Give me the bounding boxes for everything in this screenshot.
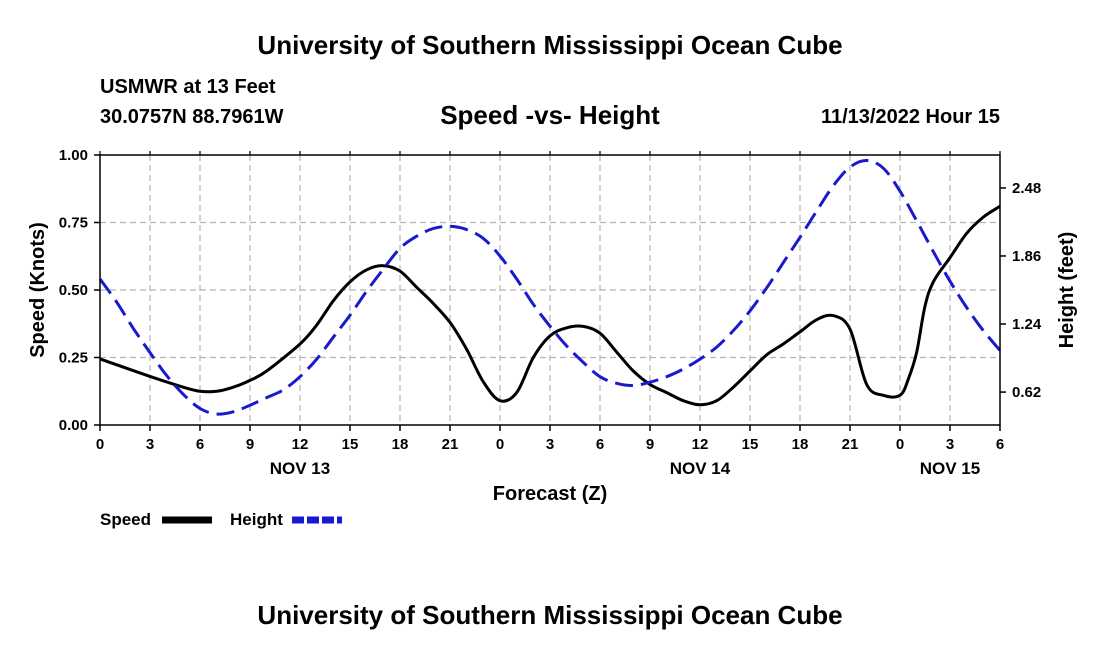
x-tick-label: 18 xyxy=(392,436,409,453)
x-tick-label: 21 xyxy=(442,436,459,453)
x-tick-label: 12 xyxy=(692,436,709,453)
date-label: NOV 13 xyxy=(270,459,330,478)
x-tick-label: 15 xyxy=(742,436,759,453)
x-tick-label: 0 xyxy=(96,436,104,453)
x-tick-label: 15 xyxy=(342,436,359,453)
x-tick-label: 9 xyxy=(246,436,254,453)
legend: Speed Height xyxy=(100,510,342,529)
y-tick-label: 0.50 xyxy=(59,282,88,299)
x-tick-label: 18 xyxy=(792,436,809,453)
station-name: USMWR at 13 Feet xyxy=(100,76,276,98)
x-axis-label: Forecast (Z) xyxy=(493,483,607,505)
speed-series-line xyxy=(99,205,1001,407)
y2-tick-label: 2.48 xyxy=(1012,180,1041,197)
date-label: NOV 14 xyxy=(670,459,731,478)
x-tick-label: 21 xyxy=(842,436,859,453)
chart-title: Speed -vs- Height xyxy=(440,100,660,130)
station-coordinates: 30.0757N 88.7961W xyxy=(100,106,284,128)
x-tick-label: 6 xyxy=(996,436,1004,453)
x-tick-label: 0 xyxy=(896,436,904,453)
date-label: NOV 15 xyxy=(920,459,980,478)
x-tick-label: 9 xyxy=(646,436,654,453)
grid xyxy=(100,155,1000,425)
height-series-line xyxy=(98,158,1002,416)
x-tick-label: 3 xyxy=(946,436,954,453)
main-title: University of Southern Mississippi Ocean… xyxy=(257,30,843,60)
x-tick-label: 6 xyxy=(196,436,204,453)
axes: 0 3 6 9 12 15 18 21 0 3 6 9 12 15 18 21 0 3 6 0.00 0.25 0.50 0… xyxy=(59,147,1042,478)
x-tick-label: 3 xyxy=(546,436,554,453)
x-tick-label: 0 xyxy=(496,436,504,453)
y2-tick-label: 1.24 xyxy=(1012,316,1042,333)
x-tick-label: 3 xyxy=(146,436,154,453)
x-tick-label: 12 xyxy=(292,436,309,453)
y2-axis-label: Height (feet) xyxy=(1056,232,1078,349)
x-tick-label: 6 xyxy=(596,436,604,453)
y-axis-label: Speed (Knots) xyxy=(27,222,49,358)
series-layer xyxy=(98,158,1002,416)
y2-tick-label: 1.86 xyxy=(1012,248,1041,265)
legend-height-label: Height xyxy=(230,510,283,529)
y-tick-label: 1.00 xyxy=(59,147,88,164)
y-tick-label: 0.75 xyxy=(59,215,88,232)
y-tick-label: 0.25 xyxy=(59,350,88,367)
legend-speed-label: Speed xyxy=(100,510,151,529)
footer-title: University of Southern Mississippi Ocean… xyxy=(257,600,843,630)
y-tick-label: 0.00 xyxy=(59,417,88,434)
run-time: 11/13/2022 Hour 15 xyxy=(820,106,1000,128)
y2-tick-label: 0.62 xyxy=(1012,384,1041,401)
